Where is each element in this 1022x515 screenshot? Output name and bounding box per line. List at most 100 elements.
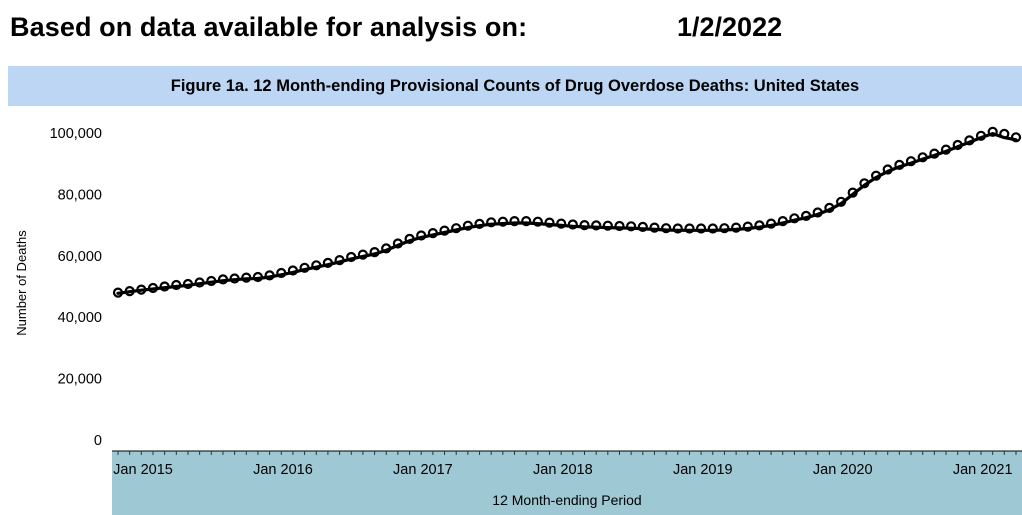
series-point: [427, 228, 438, 239]
series-point: [579, 220, 590, 231]
series-point: [287, 265, 298, 276]
series-point: [497, 216, 508, 227]
series-point: [334, 255, 345, 266]
series-point: [486, 217, 497, 228]
series-point: [625, 221, 637, 232]
x-tick-label: Jan 2021: [953, 462, 1013, 478]
series-line: [116, 132, 1018, 295]
series-point: [474, 218, 485, 229]
series-point: [544, 217, 555, 228]
series-point: [882, 164, 893, 175]
y-axis-title: Number of Deaths: [14, 230, 29, 336]
series-point: [451, 223, 462, 234]
series-point: [462, 220, 473, 231]
y-tick-label: 60,000: [58, 249, 102, 265]
x-tick-label: Jan 2018: [533, 462, 593, 478]
series-point: [800, 210, 812, 221]
series-point: [229, 273, 240, 284]
series-point: [824, 202, 835, 213]
series-point: [182, 278, 194, 290]
series-point: [439, 225, 450, 236]
series-point: [707, 223, 718, 234]
series-point: [346, 251, 357, 263]
series-point: [952, 139, 963, 151]
series-point: [532, 216, 543, 227]
data-availability-label: Based on data available for analysis on:: [10, 12, 528, 42]
y-tick-label: 40,000: [58, 310, 102, 326]
y-tick-label: 100,000: [50, 126, 102, 142]
series-point: [777, 216, 788, 227]
y-tick-label: 80,000: [58, 187, 102, 203]
x-tick-label: Jan 2019: [673, 462, 733, 478]
x-tick-label: Jan 2020: [813, 462, 873, 478]
series-point: [112, 287, 124, 298]
series-point: [754, 220, 765, 231]
chart-title: Figure 1a. 12 Month-ending Provisional C…: [170, 76, 860, 95]
series-point: [241, 272, 252, 283]
series-point: [147, 282, 159, 294]
series-point: [649, 222, 660, 233]
series-point: [567, 219, 578, 230]
y-tick-label: 0: [94, 433, 102, 449]
x-axis-title: 12 Month-ending Period: [492, 492, 641, 508]
series-point: [521, 216, 532, 227]
series-point: [509, 216, 520, 227]
series-point: [124, 286, 135, 297]
series-point: [206, 275, 217, 287]
series-point: [847, 187, 858, 198]
x-tick-label: Jan 2016: [253, 462, 313, 478]
series-point: [765, 218, 777, 229]
series-point: [987, 126, 998, 137]
series-point: [276, 267, 287, 279]
series-point: [264, 270, 275, 281]
series-point: [392, 238, 403, 249]
series-point: [894, 159, 905, 170]
series-point: [136, 284, 147, 295]
series-point: [835, 196, 847, 207]
x-axis-band: [112, 451, 1022, 515]
series-point: [322, 257, 333, 268]
data-availability-date: 1/2/2022: [677, 12, 783, 42]
x-tick-label: Jan 2017: [393, 462, 453, 478]
series-point: [369, 247, 380, 258]
series-point: [929, 148, 940, 159]
series-point: [730, 222, 742, 233]
series-point: [357, 249, 368, 260]
series-point: [614, 220, 625, 232]
series-point: [870, 170, 882, 181]
x-tick-label: Jan 2015: [113, 462, 173, 478]
series-point: [171, 279, 182, 291]
chart-title-bar: Figure 1a. 12 Month-ending Provisional C…: [8, 66, 1022, 106]
series-point: [252, 271, 263, 283]
series-point: [217, 274, 229, 285]
series-point: [602, 220, 613, 231]
series-point: [416, 230, 427, 241]
series-point: [194, 277, 205, 288]
series-point: [859, 178, 870, 189]
series-point: [812, 207, 823, 218]
series-point: [159, 281, 170, 292]
series-point: [789, 213, 800, 224]
series-point: [940, 144, 952, 155]
y-tick-label: 20,000: [58, 372, 102, 388]
series-point: [404, 233, 415, 244]
series-point: [299, 262, 310, 273]
series-point: [311, 260, 322, 271]
series-point: [999, 128, 1010, 139]
series-point: [905, 156, 917, 167]
series-point: [684, 223, 695, 234]
series-point: [660, 223, 672, 234]
series-point: [591, 220, 602, 231]
series-point: [1010, 132, 1022, 143]
series-point: [975, 130, 987, 141]
series-point: [917, 152, 928, 163]
series-point: [556, 218, 567, 229]
series-point: [742, 221, 753, 232]
series-point: [637, 221, 648, 232]
series-point: [672, 223, 683, 234]
series-point: [964, 135, 975, 146]
series-point: [719, 223, 730, 234]
series-point: [381, 243, 392, 254]
series-point: [695, 223, 707, 234]
